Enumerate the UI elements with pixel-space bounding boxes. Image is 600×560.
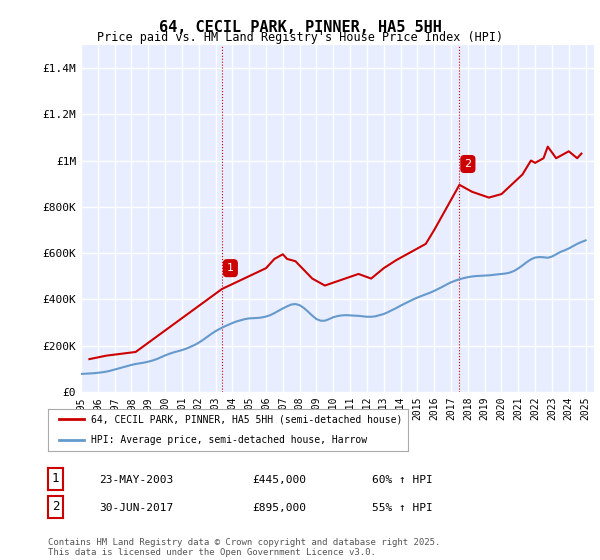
Text: Contains HM Land Registry data © Crown copyright and database right 2025.
This d: Contains HM Land Registry data © Crown c… [48, 538, 440, 557]
Text: Price paid vs. HM Land Registry's House Price Index (HPI): Price paid vs. HM Land Registry's House … [97, 31, 503, 44]
Text: 30-JUN-2017: 30-JUN-2017 [99, 503, 173, 513]
Text: 23-MAY-2003: 23-MAY-2003 [99, 475, 173, 485]
Text: HPI: Average price, semi-detached house, Harrow: HPI: Average price, semi-detached house,… [91, 435, 367, 445]
Text: 2: 2 [52, 500, 59, 514]
Text: 1: 1 [52, 472, 59, 486]
Text: 2: 2 [464, 159, 472, 169]
Text: £895,000: £895,000 [252, 503, 306, 513]
Text: £445,000: £445,000 [252, 475, 306, 485]
Text: 60% ↑ HPI: 60% ↑ HPI [372, 475, 433, 485]
Text: 64, CECIL PARK, PINNER, HA5 5HH (semi-detached house): 64, CECIL PARK, PINNER, HA5 5HH (semi-de… [91, 414, 403, 424]
Text: 64, CECIL PARK, PINNER, HA5 5HH: 64, CECIL PARK, PINNER, HA5 5HH [158, 20, 442, 35]
Text: 1: 1 [227, 263, 234, 273]
Text: 55% ↑ HPI: 55% ↑ HPI [372, 503, 433, 513]
